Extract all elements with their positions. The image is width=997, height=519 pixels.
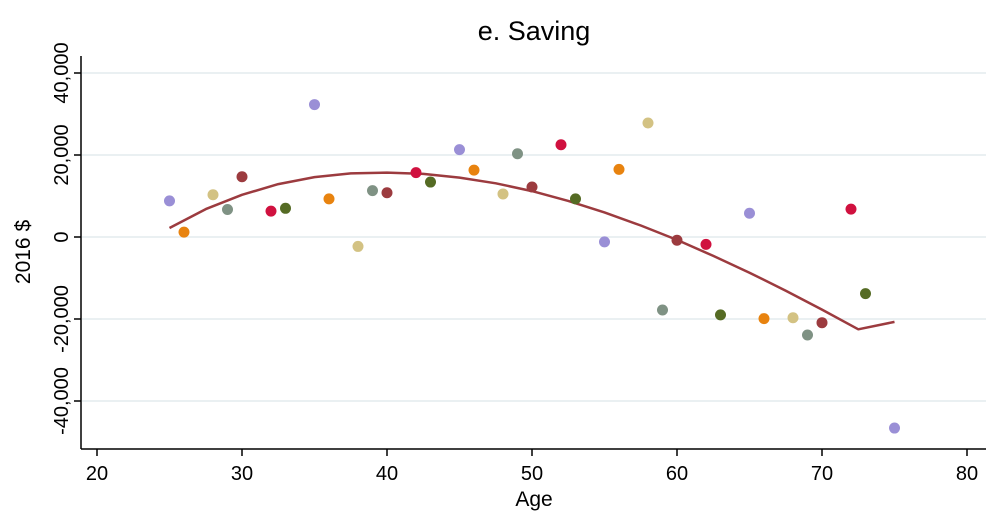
- data-point: [323, 193, 335, 205]
- data-point: [410, 167, 422, 179]
- data-point: [555, 139, 567, 151]
- data-point: [715, 309, 726, 321]
- data-point: [526, 181, 538, 193]
- fitted-curve: [168, 171, 895, 331]
- y-tick-label: -20,000: [51, 285, 73, 353]
- data-point: [671, 234, 683, 246]
- data-point: [425, 176, 436, 188]
- x-ticks: 20 30 40 50 60 70 80: [86, 449, 978, 485]
- data-point: [280, 202, 291, 214]
- y-tick-label: 20,000: [51, 124, 73, 185]
- x-tick-label: 60: [666, 463, 688, 485]
- data-point: [744, 207, 755, 219]
- data-point: [787, 312, 799, 324]
- data-point: [207, 189, 219, 201]
- y-tick-label: -40,000: [51, 367, 73, 435]
- chart-title: e. Saving: [478, 16, 591, 46]
- data-point: [236, 171, 248, 183]
- x-axis-label: Age: [515, 488, 552, 511]
- data-point: [657, 304, 668, 316]
- y-tick-label: 0: [51, 231, 73, 242]
- data-point: [599, 236, 610, 248]
- y-tick-label: 40,000: [51, 42, 73, 103]
- data-point: [381, 187, 393, 199]
- data-point: [802, 329, 813, 341]
- data-point: [352, 240, 364, 252]
- x-tick-label: 70: [811, 463, 833, 485]
- data-point: [613, 163, 625, 175]
- data-point: [468, 164, 480, 176]
- y-ticks: -40,000 -20,000 0 20,000 40,000: [51, 42, 81, 435]
- data-point: [889, 422, 900, 434]
- x-tick-label: 20: [86, 463, 108, 485]
- data-point: [454, 144, 465, 156]
- x-tick-label: 40: [376, 463, 398, 485]
- data-point: [497, 188, 509, 200]
- data-point: [164, 195, 175, 207]
- x-tick-label: 50: [521, 463, 543, 485]
- gridlines: [82, 72, 986, 402]
- data-point: [367, 185, 378, 197]
- x-tick-label: 80: [956, 463, 978, 485]
- data-point: [265, 205, 277, 217]
- x-tick-label: 30: [231, 463, 253, 485]
- data-points: [164, 99, 900, 434]
- data-point: [845, 203, 857, 215]
- data-point: [309, 99, 320, 111]
- data-point: [222, 204, 233, 216]
- data-point: [860, 288, 871, 300]
- data-point: [570, 193, 581, 205]
- fit-line-layer: [168, 171, 895, 331]
- data-point: [758, 313, 770, 325]
- data-point: [700, 238, 712, 250]
- data-point: [178, 226, 190, 238]
- data-point: [642, 117, 654, 129]
- data-point: [512, 148, 523, 160]
- y-axis-label: 2016 $: [12, 220, 35, 285]
- data-point: [816, 317, 828, 329]
